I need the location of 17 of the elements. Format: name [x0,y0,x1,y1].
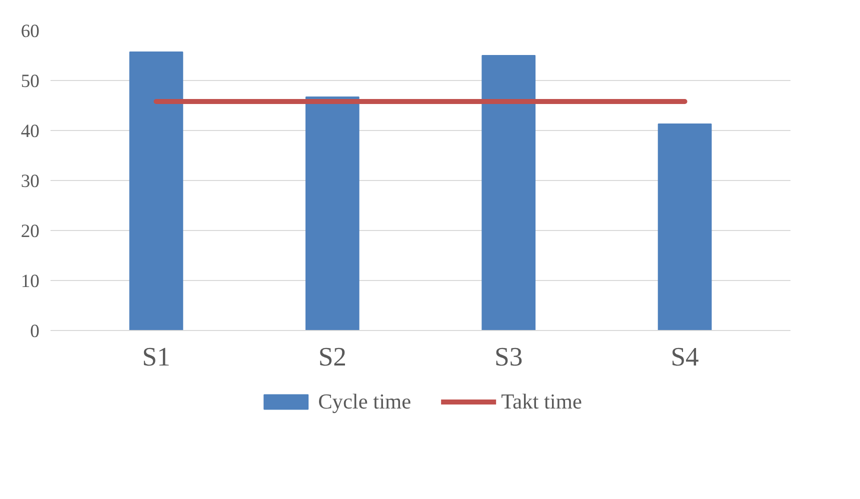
y-tick-label: 10 [20,271,40,292]
y-tick-label: 60 [20,21,40,42]
legend-label: Cycle time [318,389,412,414]
bar [658,124,712,330]
x-tick-label: S1 [142,342,170,372]
y-tick-label: 30 [20,171,40,192]
bar [129,52,184,330]
y-tick-label: 0 [30,321,40,342]
y-tick-label: 40 [20,121,40,142]
y-tick-label: 50 [20,71,40,92]
bar [305,96,360,330]
x-tick-label: S4 [670,342,699,372]
legend-label: Takt time [501,389,582,414]
bar [482,55,536,330]
x-tick-label: S3 [494,342,523,372]
y-tick-label: 20 [20,221,40,242]
x-tick-label: S2 [318,342,346,372]
